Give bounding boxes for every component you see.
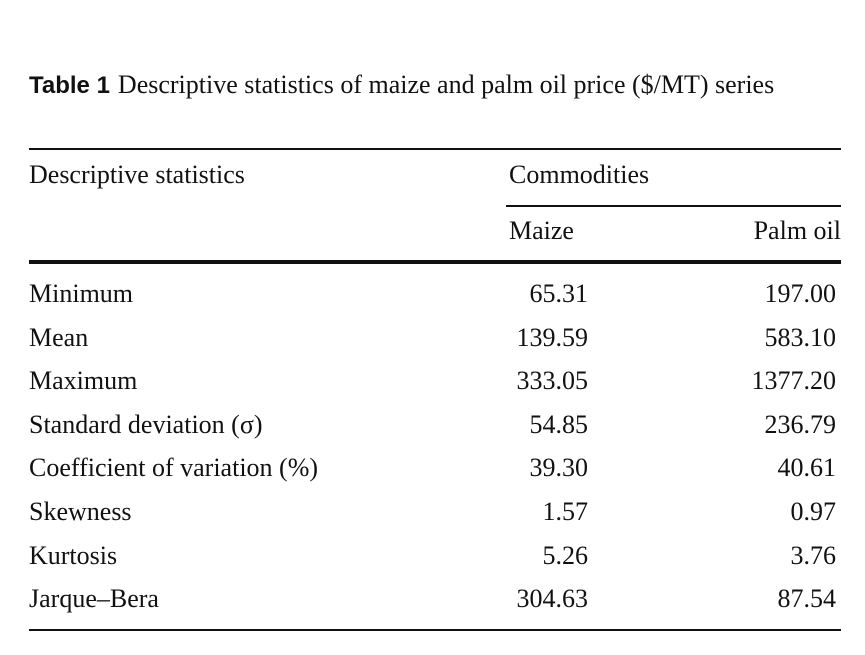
header-descriptive-statistics: Descriptive statistics: [29, 160, 245, 189]
header-palm-oil: Palm oil: [753, 216, 841, 245]
row-label: Mean: [29, 322, 89, 352]
maize-value: 5.26: [542, 540, 589, 570]
palm-oil-value: 236.79: [764, 409, 837, 439]
header-maize: Maize: [509, 216, 574, 245]
row-label: Coefficient of variation (%): [29, 453, 319, 483]
maize-value: 139.59: [516, 322, 589, 352]
maize-value: 39.30: [529, 453, 589, 483]
row-label: Standard deviation (σ): [29, 409, 263, 439]
header-commodities: Commodities: [509, 160, 650, 189]
maize-value: 333.05: [516, 366, 589, 396]
caption-text: Descriptive statistics of maize and palm…: [117, 70, 775, 99]
maize-value: 65.31: [529, 279, 589, 308]
table-top-rule: [29, 148, 841, 150]
palm-oil-value: 40.61: [777, 453, 837, 483]
table-row: Maximum 333.05 1377.20: [29, 365, 841, 409]
palm-oil-value: 197.00: [764, 279, 837, 308]
table-row: Mean 139.59 583.10: [29, 322, 841, 366]
palm-oil-value: 87.54: [777, 584, 837, 614]
palm-oil-value: 583.10: [764, 322, 837, 352]
header-bottom-rule: [29, 260, 841, 264]
table-row: Minimum 65.31 197.00: [29, 278, 841, 322]
commodities-sub-rule: [506, 205, 841, 207]
table-row: Coefficient of variation (%) 39.30 40.61: [29, 452, 841, 496]
palm-oil-value: 1377.20: [751, 366, 837, 396]
table-row: Jarque–Bera 304.63 87.54: [29, 583, 841, 627]
table-row: Skewness 1.57 0.97: [29, 496, 841, 540]
row-label: Maximum: [29, 366, 138, 396]
maize-value: 54.85: [529, 409, 589, 439]
row-label: Skewness: [29, 496, 132, 526]
row-label: Minimum: [29, 279, 134, 308]
table-number: Table 1: [29, 72, 110, 99]
maize-value: 304.63: [516, 584, 589, 614]
maize-value: 1.57: [542, 496, 589, 526]
table-body: Minimum 65.31 197.00 Mean 139.59 583.10 …: [29, 278, 841, 627]
table-row: Kurtosis 5.26 3.76: [29, 540, 841, 584]
table-caption: Table 1 Descriptive statistics of maize a…: [29, 68, 841, 102]
row-label: Jarque–Bera: [29, 584, 159, 614]
table-bottom-rule: [29, 629, 841, 631]
palm-oil-value: 0.97: [790, 496, 837, 526]
palm-oil-value: 3.76: [790, 540, 837, 570]
row-label: Kurtosis: [29, 540, 118, 570]
table-row: Standard deviation (σ) 54.85 236.79: [29, 409, 841, 453]
